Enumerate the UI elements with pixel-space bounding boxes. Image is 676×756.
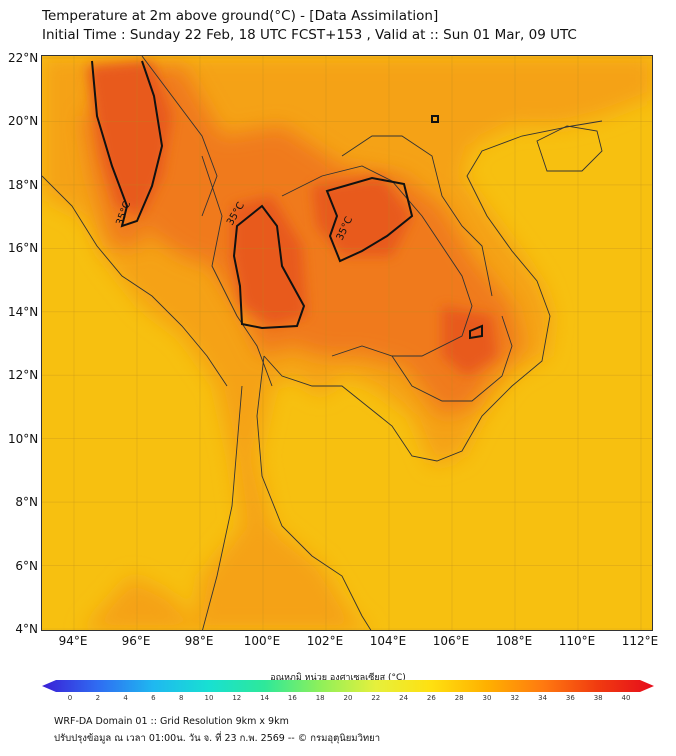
colorbar-tick-label: 22 bbox=[371, 694, 381, 702]
colorbar-tick-label: 4 bbox=[123, 694, 128, 702]
colorbar-tick-label: 10 bbox=[204, 694, 214, 702]
longitude-tick-label: 106°E bbox=[432, 634, 470, 648]
coastline-gulf bbox=[263, 120, 603, 462]
latitude-tick-label: 12°N bbox=[8, 368, 39, 383]
latitude-tick-label: 10°N bbox=[8, 431, 39, 446]
longitude-tick-label: 104°E bbox=[369, 634, 407, 648]
very-hot-central-plain bbox=[232, 196, 307, 326]
latitude-tick-label: 18°N bbox=[8, 177, 39, 192]
contour-cambodia bbox=[469, 324, 483, 340]
longitude-tick-label: 100°E bbox=[243, 634, 281, 648]
laos-border bbox=[341, 135, 493, 297]
colorbar-tick-label: 6 bbox=[151, 694, 156, 702]
colorbar-label: อุณหภูมิ หน่วย องศาเซลเซียส (°C) bbox=[270, 673, 406, 683]
colorbar-tick-label: 18 bbox=[315, 694, 325, 702]
longitude-tick-label: 112°E bbox=[621, 634, 659, 648]
myanmar-border bbox=[141, 56, 218, 217]
latitude-tick-label: 4°N bbox=[15, 622, 38, 636]
longitude-tick-label: 96°E bbox=[121, 634, 151, 648]
footer-model-info: WRF-DA Domain 01 :: Grid Resolution 9km … bbox=[54, 716, 289, 727]
colorbar-tick-label: 0 bbox=[67, 694, 73, 702]
colorbar-tick-label: 30 bbox=[482, 694, 492, 702]
colorbar-tick-label: 36 bbox=[565, 694, 575, 702]
longitude-tick-label: 102°E bbox=[306, 634, 344, 648]
longitude-tick-label: 98°E bbox=[184, 634, 214, 648]
colorbar-tick-label: 26 bbox=[426, 694, 436, 702]
hot-north bbox=[92, 66, 522, 396]
colorbar-tick-label: 38 bbox=[593, 694, 603, 702]
contour-myanmar bbox=[91, 60, 164, 228]
boundaries bbox=[42, 56, 603, 630]
very-hot-myanmar bbox=[87, 61, 172, 216]
latitude-tick-label: 14°N bbox=[8, 304, 39, 319]
colorbar-tick-label: 40 bbox=[621, 694, 631, 702]
colorbar-tick-label: 28 bbox=[454, 694, 464, 702]
latitude-tick-label: 20°N bbox=[8, 114, 39, 129]
colorbar bbox=[42, 680, 654, 692]
coastline-peninsula bbox=[256, 355, 372, 630]
map-title: Temperature at 2m above ground(°C) - [Da… bbox=[42, 8, 439, 24]
colorbar-tick-label: 14 bbox=[260, 694, 270, 702]
colorbar-tick-label: 34 bbox=[538, 694, 548, 702]
coastline-andaman bbox=[42, 175, 228, 387]
temperature-map: 35°C 35°C 35°C bbox=[42, 56, 652, 630]
longitude-tick-label: 110°E bbox=[558, 634, 596, 648]
colorbar-tick-label: 16 bbox=[287, 694, 297, 702]
colorbar-tick-label: 24 bbox=[399, 694, 409, 702]
latitude-tick-label: 6°N bbox=[15, 558, 38, 573]
map-panel[interactable]: 35°C 35°C 35°C bbox=[41, 55, 653, 631]
latitude-tick-label: 16°N bbox=[8, 241, 39, 256]
longitude-tick-label: 94°E bbox=[58, 634, 88, 648]
longitude-tick-label: 108°E bbox=[495, 634, 533, 648]
latitude-tick-label: 22°N bbox=[8, 51, 39, 65]
colorbar-tick-label: 32 bbox=[510, 694, 520, 702]
contours-35c bbox=[91, 60, 483, 340]
contour-vietnam-dot bbox=[431, 115, 439, 123]
coastline-west bbox=[202, 385, 243, 630]
colorbar-tick-label: 20 bbox=[343, 694, 353, 702]
cambodia-border bbox=[391, 315, 513, 402]
latitude-tick-label: 8°N bbox=[15, 495, 38, 510]
hainan-outline bbox=[536, 125, 603, 172]
very-hot-cambodia bbox=[442, 306, 497, 376]
colorbar-bar bbox=[42, 680, 654, 692]
colorbar-tick-label: 8 bbox=[178, 694, 184, 702]
colorbar-tick-label: 12 bbox=[232, 694, 242, 702]
contour-northeast bbox=[325, 176, 414, 263]
contour-central-plain bbox=[232, 204, 306, 330]
colorbar-tick-label: 2 bbox=[95, 694, 101, 702]
footer-credit: ปรับปรุงข้อมูล ณ เวลา 01:00น. วัน จ. ที่… bbox=[54, 733, 381, 744]
map-subtitle: Initial Time : Sunday 22 Feb, 18 UTC FCS… bbox=[42, 27, 577, 43]
land-borneo bbox=[83, 576, 201, 630]
